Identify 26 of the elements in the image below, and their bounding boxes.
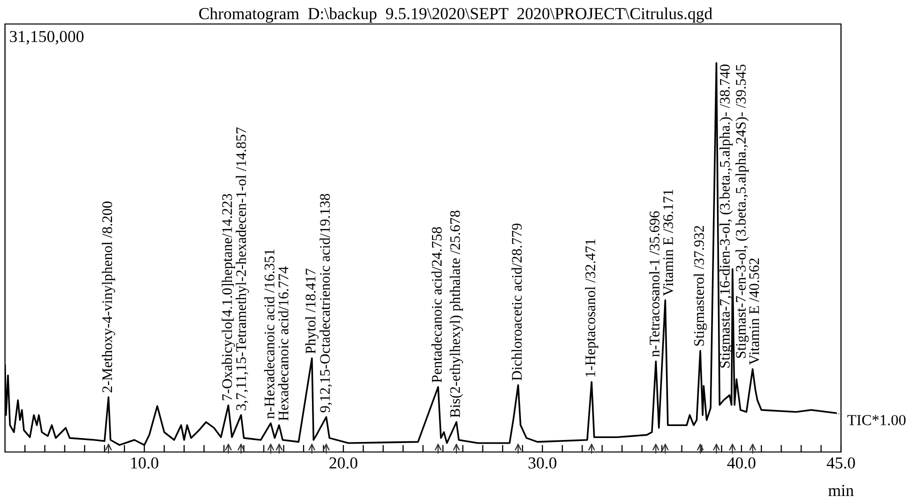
- x-axis-title: min: [828, 484, 854, 496]
- annotation: Vitamin E /36.171: [663, 190, 674, 296]
- annotation: 2-Methoxy-4-vinylphenol /8.200: [102, 202, 116, 392]
- series-label: TIC*1.00: [847, 414, 906, 426]
- annotation: Stigmasta-7,16-dien-3-ol, (3.beta.,5.alpha.)- /38.740: [719, 64, 733, 368]
- annotation: n-Tetracosanol-1 /35.696: [649, 211, 660, 357]
- annotation: Dichloroacetic acid/28.779: [512, 224, 522, 380]
- x-tick-label: 30.0: [528, 457, 556, 469]
- text: 31,150,000: [10, 30, 84, 45]
- annotation: Pentadecanoic acid/24.758: [431, 227, 442, 382]
- x-tick-label: 45.0: [826, 457, 855, 469]
- annotation: Vitamin E /40.562: [749, 258, 760, 365]
- x-tick-label: 20.0: [330, 457, 358, 469]
- chart-title: Chromatogram D:\backup 9.5.19\2020\SEPT 2020\PROJECT\Citrulus.qgd: [199, 8, 712, 23]
- annotation: 7-Oxabicyclo[4.1.0]heptane/14.223: [222, 194, 236, 400]
- x-tick-label: 10.0: [131, 457, 158, 469]
- annotation: 1-Heptacosanol /32.471: [585, 239, 598, 377]
- annotation: 3,7,11,15-Tetramethyl-2-hexadecen-1-ol /14.857: [236, 127, 250, 410]
- x-tick-label: 40.0: [727, 457, 756, 469]
- annotation: Phytol /18.417: [305, 268, 319, 354]
- annotation: 9,12,15-Octadecatrienoic acid/19.138: [320, 194, 332, 412]
- annotation: Stigmasterol /37.932: [694, 226, 707, 346]
- annotation: Bis(2-ethylhexyl) phthalate /25.678: [450, 210, 464, 418]
- annotation: n-Hexadecanoic acid /16.351: [264, 249, 274, 419]
- annotation: Stigmast-7-en-3-ol, (3.beta.,5.alpha.,24S)- /39.545: [736, 64, 749, 358]
- annotation: Hexadecanoic acid/16.774: [278, 266, 288, 421]
